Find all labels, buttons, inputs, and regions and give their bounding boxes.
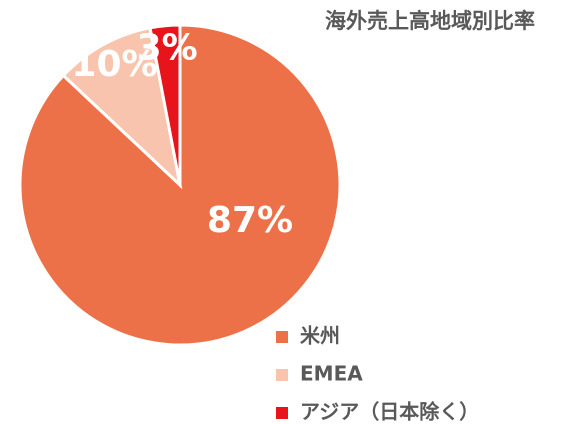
pie-slice xyxy=(61,26,183,190)
legend-label: アジア（日本除く） xyxy=(300,400,479,424)
legend-label: EMEA xyxy=(300,362,363,386)
data-label: 87% xyxy=(207,200,293,241)
pie-slice xyxy=(148,23,182,186)
data-label: 10% xyxy=(71,44,157,85)
legend-label: 米州 xyxy=(300,324,340,348)
legend-swatch xyxy=(276,331,288,343)
data-label: 3% xyxy=(137,28,198,69)
chart-title: 海外売上高地域別比率 xyxy=(325,9,535,33)
legend-swatch xyxy=(276,369,288,381)
legend-swatch xyxy=(276,407,288,419)
